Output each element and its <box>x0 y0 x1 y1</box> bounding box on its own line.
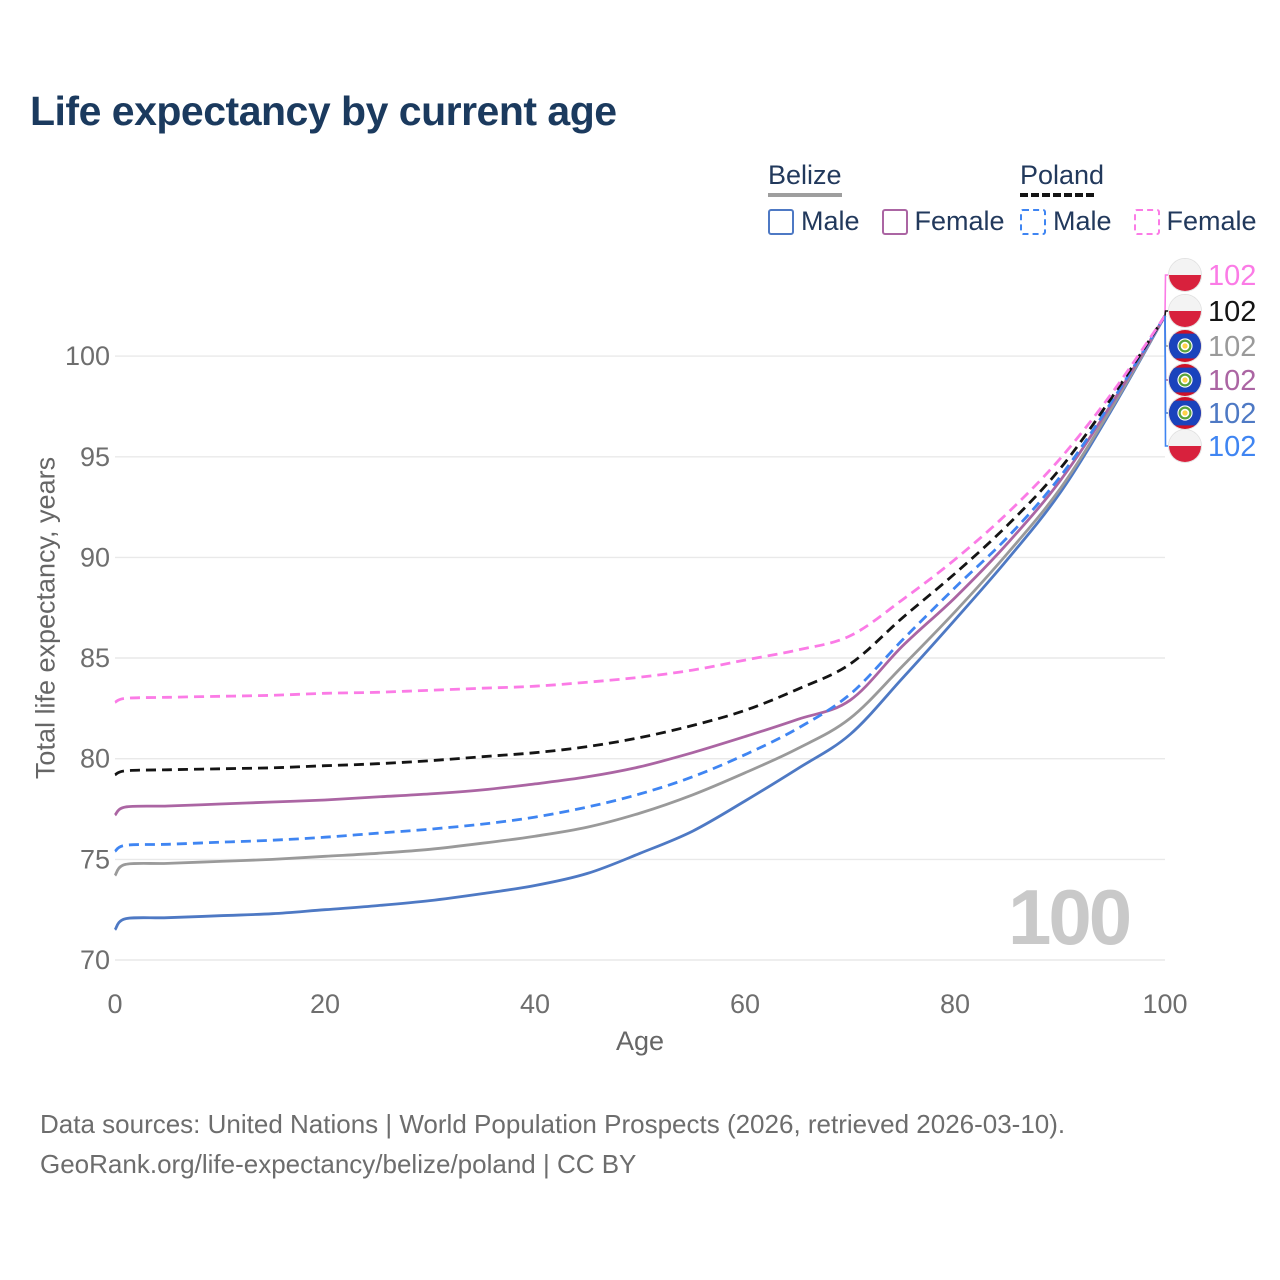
x-tick-label: 100 <box>1142 989 1187 1019</box>
x-axis-title: Age <box>615 1026 665 1056</box>
series-line-belize-total <box>113 315 1167 877</box>
end-connector-poland-total <box>1164 310 1169 316</box>
legend-label-belize-female: Female <box>914 206 1005 236</box>
series-line-poland-male <box>114 315 1167 853</box>
legend-country-poland[interactable]: Poland <box>1020 160 1105 190</box>
series-line-belize-female <box>113 315 1167 817</box>
end-value-label-poland-male: 102 <box>1208 431 1256 463</box>
y-tick-label: 70 <box>80 945 110 975</box>
legend-country-belize[interactable]: Belize <box>768 160 842 190</box>
legend-group-belize: Belize Male Female <box>768 160 1028 237</box>
x-tick-label: 40 <box>520 989 550 1019</box>
end-value-label-belize-total: 102 <box>1208 331 1256 363</box>
legend-item-belize-female[interactable]: Female <box>881 206 1005 237</box>
y-tick-label: 100 <box>65 341 110 371</box>
page-title: Life expectancy by current age <box>30 88 617 134</box>
y-tick-label: 85 <box>80 643 110 673</box>
belize-line-style-sample <box>768 193 842 197</box>
legend-label-poland-male: Male <box>1053 206 1112 236</box>
belize-flag-icon <box>1168 363 1202 397</box>
poland-flag-icon <box>1168 258 1202 292</box>
poland-flag-icon <box>1168 429 1202 463</box>
end-value-label-belize-female: 102 <box>1208 365 1256 397</box>
y-tick-label: 80 <box>80 744 110 774</box>
legend-item-poland-female[interactable]: Female <box>1133 206 1257 237</box>
end-value-label-belize-male: 102 <box>1208 398 1256 430</box>
legend-label-belize-male: Male <box>801 206 860 236</box>
poland-female-swatch-icon <box>1133 208 1160 235</box>
end-value-label-poland-total: 102 <box>1208 296 1256 328</box>
end-value-label-poland-female: 102 <box>1208 260 1256 292</box>
end-connector-poland-female <box>1164 274 1169 316</box>
y-tick-label: 90 <box>80 542 110 572</box>
footer: Data sources: United Nations | World Pop… <box>40 1104 1065 1184</box>
attribution-line: GeoRank.org/life-expectancy/belize/polan… <box>40 1149 637 1179</box>
belize-male-swatch-icon <box>768 208 794 235</box>
poland-flag-icon <box>1168 294 1202 328</box>
x-tick-label: 80 <box>940 989 970 1019</box>
legend-item-poland-male[interactable]: Male <box>1020 206 1112 237</box>
legend-group-poland: Poland Male Female <box>1020 160 1280 237</box>
belize-flag-icon <box>1168 396 1202 430</box>
data-sources-line: Data sources: United Nations | World Pop… <box>40 1109 1066 1139</box>
end-connector-poland-male <box>1164 315 1169 447</box>
x-tick-label: 20 <box>310 989 340 1019</box>
series-line-belize-male <box>113 315 1167 931</box>
legend-item-belize-male[interactable]: Male <box>768 206 860 237</box>
x-tick-label: 60 <box>730 989 760 1019</box>
poland-male-swatch-icon <box>1020 208 1046 235</box>
y-tick-label: 95 <box>80 442 110 472</box>
poland-line-style-sample <box>1020 193 1094 197</box>
belize-flag-icon <box>1168 329 1202 363</box>
series-line-poland-female <box>114 315 1167 704</box>
age-counter-watermark: 100 <box>1008 873 1132 961</box>
y-tick-label: 75 <box>80 844 110 874</box>
belize-female-swatch-icon <box>881 208 908 235</box>
x-tick-label: 0 <box>107 989 122 1019</box>
legend-label-poland-female: Female <box>1166 206 1257 236</box>
